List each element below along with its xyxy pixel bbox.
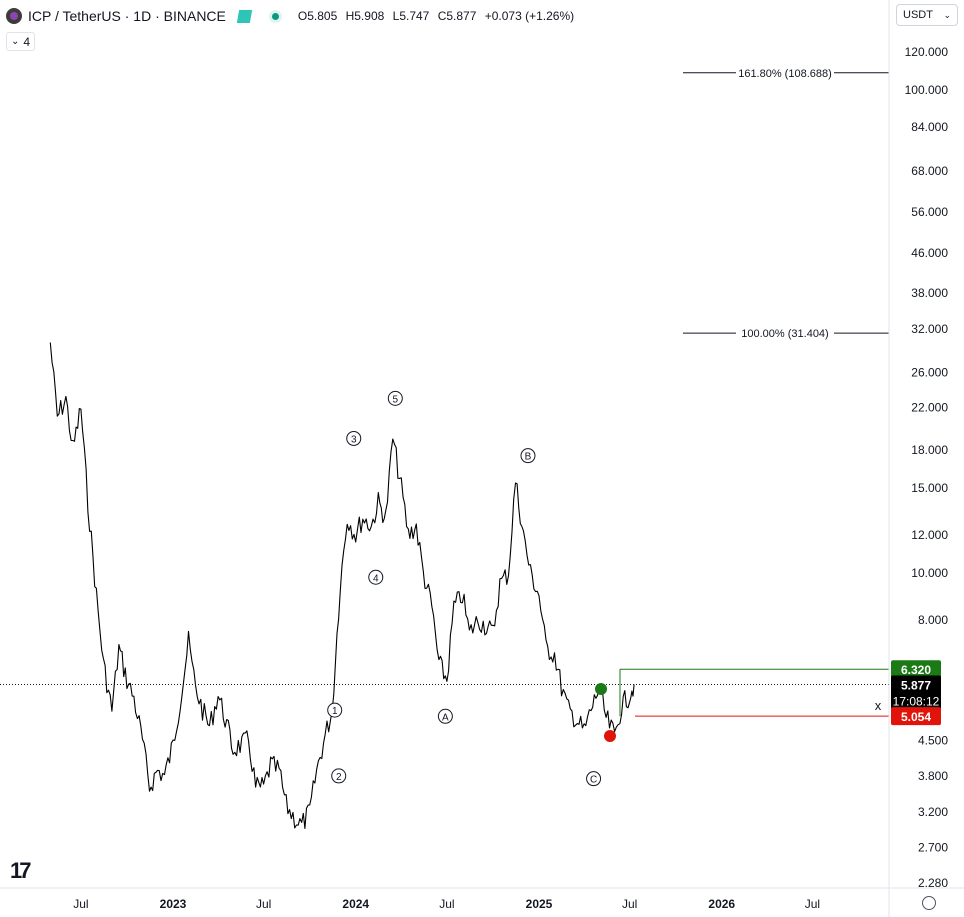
price-tick-label: 2.700 [918, 841, 948, 855]
wave-label: 2 [336, 772, 342, 783]
currency-select[interactable]: USDT ⌄ [896, 4, 958, 26]
wave-label: 1 [332, 706, 338, 717]
price-tick-label: 56.000 [911, 205, 948, 219]
open-value: O5.805 [297, 9, 338, 23]
symbol-header: ICP / TetherUS · 1D · BINANCE O5.805 H5.… [6, 6, 579, 26]
price-tick-label: 2.280 [918, 876, 948, 890]
last-price-label-bg [891, 675, 941, 710]
stop-price-label: 5.054 [901, 710, 931, 724]
symbol-title[interactable]: ICP / TetherUS · 1D · BINANCE [28, 8, 226, 24]
time-tick-label: 2023 [160, 897, 187, 911]
price-tick-label: 15.000 [911, 481, 948, 495]
tradingview-logo[interactable]: 17 [10, 858, 32, 883]
chevron-down-icon: ⌄ [943, 9, 951, 20]
time-tick-label: Jul [256, 897, 271, 911]
price-tick-label: 8.000 [918, 613, 948, 627]
wave-label-circle [437, 708, 453, 724]
time-axis[interactable]: Jul 2023 Jul 2024 Jul 2025 Jul 2026 Jul [0, 887, 964, 911]
gear-icon[interactable] [922, 896, 936, 910]
wave-label-circle [327, 702, 343, 718]
fib-level-label-bg [736, 64, 834, 81]
price-tick-label: 46.000 [911, 246, 948, 260]
fib-level-label: 100.00% (31.404) [741, 328, 828, 340]
price-tick-label: 32.000 [911, 322, 948, 336]
flag-icon[interactable] [236, 9, 253, 23]
ohlc-readout: O5.805 H5.908 L5.747 C5.877 +0.073 (+1.2… [298, 9, 579, 23]
wave-label-circle [520, 448, 536, 464]
target-price-label: 6.320 [901, 663, 931, 677]
price-tick-label: 10.000 [911, 566, 948, 580]
price-tick-label: 12.000 [911, 528, 948, 542]
sell-marker-icon[interactable] [604, 730, 616, 742]
price-tick-label: 3.800 [918, 769, 948, 783]
price-tick-label: 68.000 [911, 164, 948, 178]
market-status-icon[interactable] [268, 9, 282, 23]
low-value: L5.747 [392, 9, 430, 23]
indicators-toggle[interactable]: ⌄ 4 [6, 32, 36, 51]
time-tick-label: Jul [805, 897, 820, 911]
price-series-line[interactable] [49, 342, 635, 829]
buy-marker-icon[interactable] [595, 683, 607, 695]
time-tick-label: Jul [439, 897, 454, 911]
price-tick-label: 120.000 [905, 45, 949, 59]
wave-label-circle [346, 430, 362, 446]
price-tick-label: 84.000 [911, 120, 948, 134]
chevron-down-icon: ⌄ [11, 36, 20, 47]
wave-label: 5 [393, 394, 399, 405]
change-value: +0.073 (+1.26%) [484, 9, 575, 23]
wave-label-circle [387, 390, 403, 406]
wave-label: 4 [373, 573, 379, 584]
time-tick-label: 2025 [526, 897, 553, 911]
wave-label: C [590, 775, 597, 786]
cross-mark: x [875, 698, 882, 713]
price-tick-label: 100.000 [905, 83, 949, 97]
last-price-label: 5.877 [901, 678, 931, 692]
fib-levels: 161.80% (108.688) 100.00% (31.404) [683, 64, 889, 342]
price-tick-label: 4.500 [918, 733, 948, 747]
wave-label-circle [368, 569, 384, 585]
wave-label: 3 [351, 434, 357, 445]
wave-label-circle [586, 771, 602, 787]
close-value: C5.877 [437, 9, 477, 23]
wave-label-circle [331, 768, 347, 784]
last-price-label-countdown: 17:08:12 [893, 694, 940, 708]
stop-price-label-bg [891, 707, 941, 726]
fib-level-label: 161.80% (108.688) [738, 68, 832, 80]
price-tick-label: 26.000 [911, 366, 948, 380]
price-tick-label: 22.000 [911, 401, 948, 415]
wave-label: B [525, 452, 532, 463]
fib-level-label-bg [736, 325, 834, 342]
time-tick-label: Jul [73, 897, 88, 911]
high-value: H5.908 [345, 9, 385, 23]
elliott-wave-labels: 1 2 3 4 5 A B C [327, 390, 602, 787]
price-axis[interactable]: 120.000 100.000 84.000 68.000 56.000 46.000 38… [888, 0, 949, 917]
indicator-count: 4 [23, 34, 31, 49]
price-tick-label: 38.000 [911, 286, 948, 300]
target-price-label-bg [891, 660, 941, 679]
wave-label: A [442, 712, 449, 723]
time-tick-label: Jul [622, 897, 637, 911]
price-tick-label: 3.200 [918, 805, 948, 819]
time-tick-label: 2024 [342, 897, 369, 911]
plot-area[interactable]: x [0, 342, 889, 829]
time-tick-label: 2026 [708, 897, 735, 911]
icp-logo-icon [6, 8, 22, 24]
currency-label: USDT [903, 9, 933, 21]
price-tick-label: 18.000 [911, 443, 948, 457]
